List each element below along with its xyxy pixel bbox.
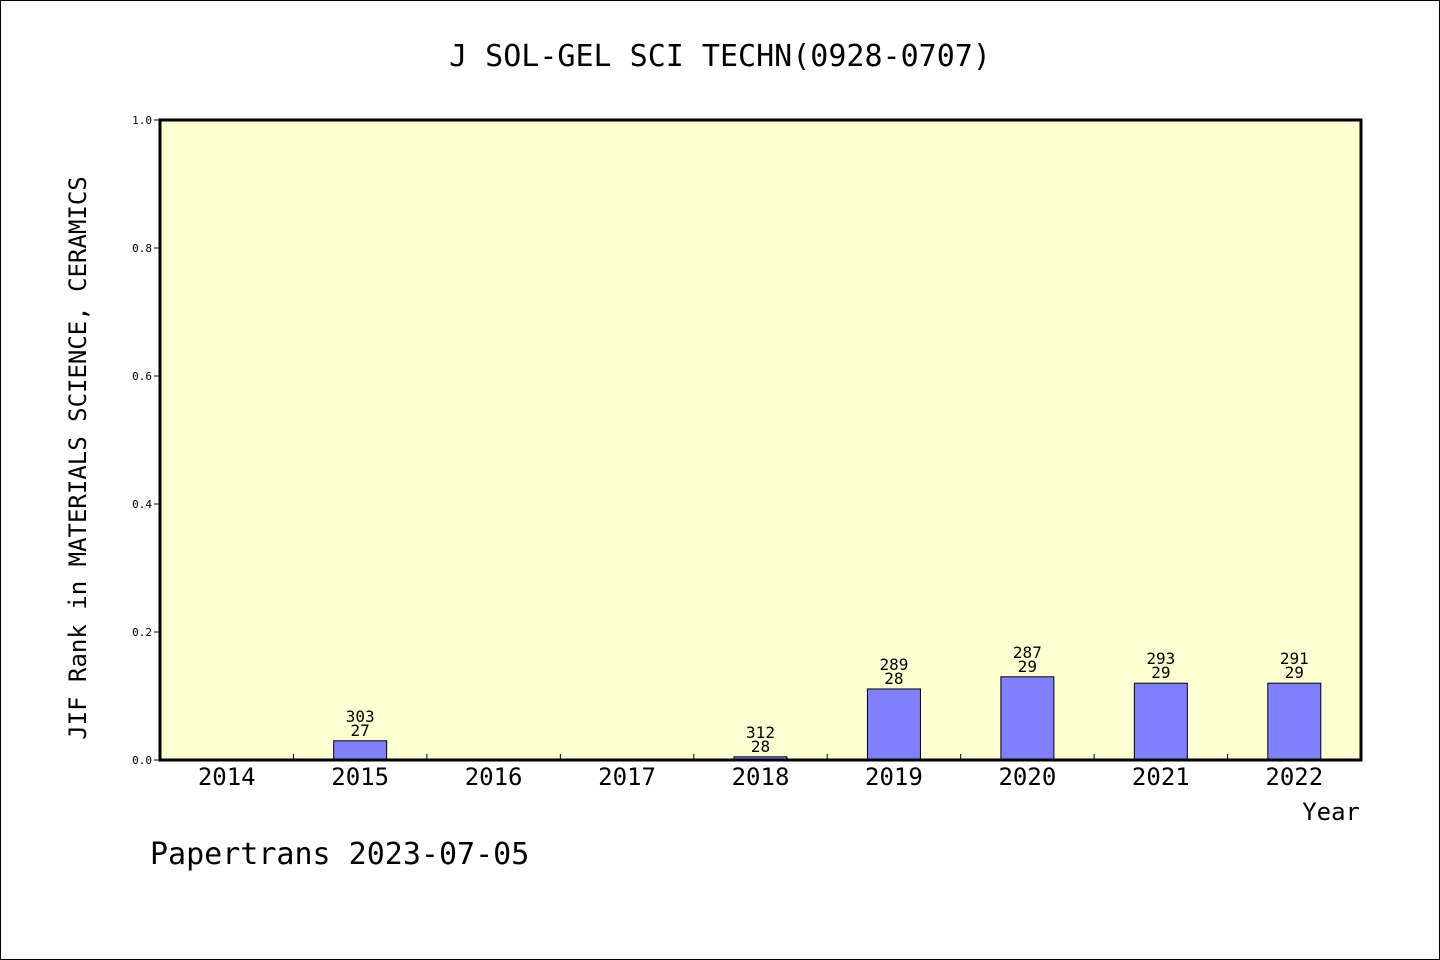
bar-label-top: 312 xyxy=(746,723,775,742)
plot-area xyxy=(160,120,1361,760)
footer-date-stamp: Papertrans 2023-07-05 xyxy=(150,837,529,872)
bar-label-bottom: 29 xyxy=(1285,663,1304,682)
bar-2019 xyxy=(866,688,921,761)
chart-title: J SOL-GEL SCI TECHN(0928-0707) xyxy=(449,39,991,74)
y-tick-label: 0.4 xyxy=(132,498,152,511)
x-tick-label: 2014 xyxy=(198,763,256,791)
y-axis-ticks: 0.0 0.2 0.4 0.6 0.8 1.0 xyxy=(132,114,160,767)
bar-label-bottom: 28 xyxy=(884,669,903,688)
bar-label-top: 289 xyxy=(879,655,908,674)
x-tick-label: 2022 xyxy=(1265,763,1323,791)
bar-label-bottom: 27 xyxy=(351,721,370,740)
bar-2020 xyxy=(1000,676,1055,761)
y-tick-label: 0.2 xyxy=(132,626,152,639)
bar-2015 xyxy=(333,740,388,761)
x-tick-label: 2019 xyxy=(865,763,923,791)
x-tick-label: 2018 xyxy=(732,763,790,791)
bar-label-bottom: 29 xyxy=(1018,657,1037,676)
y-tick-label: 0.6 xyxy=(132,370,152,383)
bars-group xyxy=(333,676,1322,761)
y-axis-label: JIF Rank in MATERIALS SCIENCE, CERAMICS xyxy=(64,176,92,740)
y-tick-label: 1.0 xyxy=(132,114,152,127)
x-tick-label: 2015 xyxy=(331,763,389,791)
bar-2021 xyxy=(1133,682,1188,761)
y-tick-label: 0.8 xyxy=(132,242,152,255)
x-axis-ticks: 2014 2015 2016 2017 2018 2019 2020 2021 2022 xyxy=(198,754,1323,791)
plot-border xyxy=(158,118,1363,762)
x-tick-label: 2017 xyxy=(598,763,656,791)
x-tick-label: 2020 xyxy=(998,763,1056,791)
bar-label-top: 287 xyxy=(1013,643,1042,662)
x-axis-label: Year xyxy=(1302,798,1360,826)
bar-label-top: 291 xyxy=(1280,649,1309,668)
y-tick-label: 0.0 xyxy=(132,754,152,767)
bar-label-bottom: 29 xyxy=(1151,663,1170,682)
x-tick-label: 2021 xyxy=(1132,763,1190,791)
bar-label-bottom: 28 xyxy=(751,737,770,756)
bar-label-top: 303 xyxy=(346,707,375,726)
bar-label-top: 293 xyxy=(1146,649,1175,668)
x-tick-label: 2016 xyxy=(465,763,523,791)
bar-2022 xyxy=(1267,682,1322,761)
